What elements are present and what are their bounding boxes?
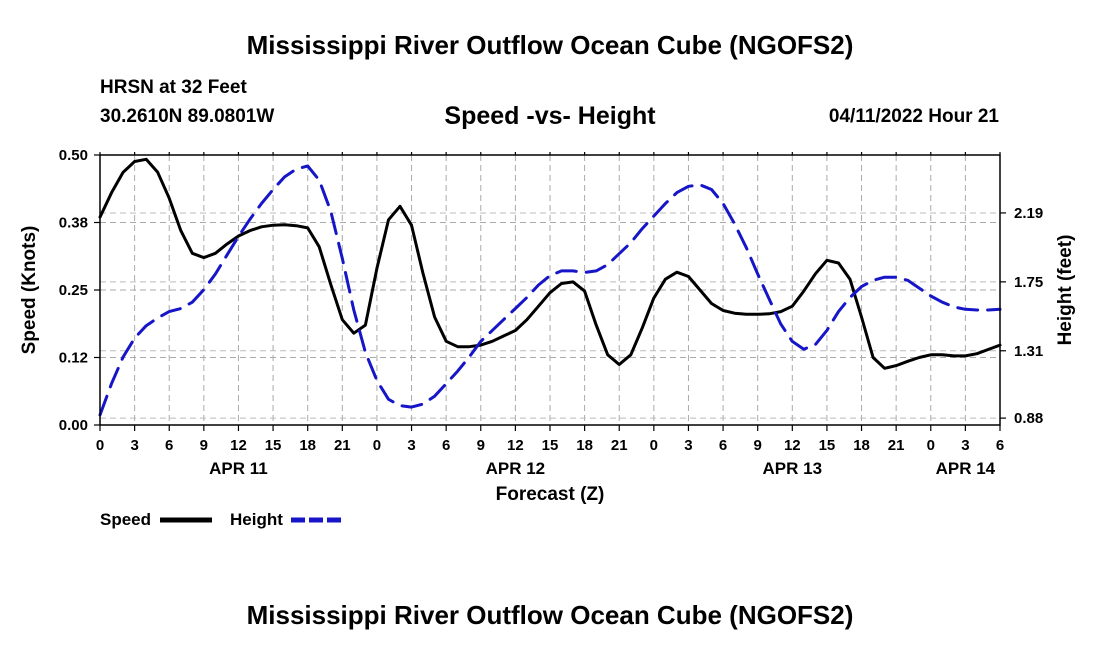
y2-axis-label: Height (feet) [1055, 235, 1076, 346]
x-tick-label: 3 [407, 437, 415, 454]
y-tick-label: 0.38 [59, 215, 88, 232]
series-layer [98, 157, 1002, 417]
x-axis-label: Forecast (Z) [496, 484, 605, 505]
x-tick-label: 12 [507, 437, 524, 454]
x-tick-label: 0 [650, 437, 658, 454]
chart-subtitle: Speed -vs- Height [444, 102, 656, 130]
x-tick-label: 21 [888, 437, 905, 454]
y2-tick-label: 0.88 [1014, 410, 1043, 427]
series-speed-line [98, 157, 1002, 370]
legend: Speed Height [100, 510, 343, 529]
main-title: Mississippi River Outflow Ocean Cube (NG… [246, 30, 854, 60]
x-tick-label: 15 [542, 437, 559, 454]
date-label: APR 12 [486, 459, 546, 478]
x-tick-label: 3 [961, 437, 969, 454]
station-coordinates: 30.2610N 89.0801W [100, 106, 275, 127]
x-tick-label: 3 [684, 437, 692, 454]
y2-tick-label: 1.75 [1014, 274, 1043, 291]
footer-title: Mississippi River Outflow Ocean Cube (NG… [246, 600, 854, 630]
grid [100, 155, 1000, 425]
x-tick-label: 3 [130, 437, 138, 454]
x-tick-label: 18 [576, 437, 593, 454]
x-tick-label: 9 [200, 437, 208, 454]
x-tick-label: 9 [754, 437, 762, 454]
x-tick-label: 6 [719, 437, 727, 454]
x-tick-label: 6 [996, 437, 1004, 454]
y-tick-label: 0.12 [59, 350, 88, 367]
y2-tick-label: 1.31 [1014, 343, 1043, 360]
x-tick-label: 12 [784, 437, 801, 454]
date-label: APR 13 [763, 459, 823, 478]
x-tick-label: 0 [373, 437, 381, 454]
speed-height-chart: 0 3 6 9 12 15 18 21 0 3 6 9 12 15 18 21 0 3 6 9 12 15 18 21 0 3 6A… [19, 147, 1076, 529]
y-tick-label: 0.00 [59, 417, 88, 434]
x-tick-label: 15 [265, 437, 282, 454]
x-tick-label: 18 [853, 437, 870, 454]
x-tick-label: 6 [442, 437, 450, 454]
x-tick-label: 21 [334, 437, 351, 454]
station-name: HRSN at 32 Feet [100, 77, 247, 98]
run-datetime: 04/11/2022 Hour 21 [828, 106, 999, 127]
x-tick-label: 9 [477, 437, 485, 454]
x-tick-label: 0 [927, 437, 935, 454]
y-tick-label: 0.50 [59, 147, 88, 164]
legend-speed-label: Speed [100, 510, 151, 529]
x-tick-label: 21 [611, 437, 628, 454]
axes: 0 3 6 9 12 15 18 21 0 3 6 9 12 15 18 21 0 3 6 9 12 15 18 21 0 3 6A… [59, 147, 1043, 478]
legend-height-label: Height [230, 510, 283, 529]
x-tick-label: 12 [230, 437, 247, 454]
x-tick-label: 0 [96, 437, 104, 454]
x-tick-label: 6 [165, 437, 173, 454]
x-tick-label: 15 [819, 437, 836, 454]
series-height-line [98, 164, 1002, 417]
date-label: APR 11 [209, 459, 268, 478]
x-tick-label: 18 [299, 437, 316, 454]
date-label: APR 14 [936, 459, 996, 478]
y-tick-label: 0.25 [59, 282, 88, 299]
y2-tick-label: 2.19 [1014, 205, 1043, 222]
y-axis-label: Speed (Knots) [19, 226, 40, 355]
